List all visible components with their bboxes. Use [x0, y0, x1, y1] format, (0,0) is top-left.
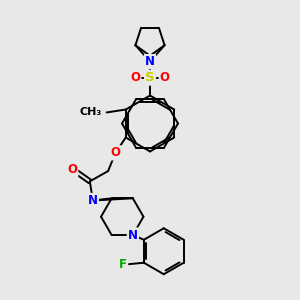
Text: N: N — [88, 194, 98, 207]
Text: CH₃: CH₃ — [80, 107, 102, 118]
Text: O: O — [67, 163, 77, 176]
Text: O: O — [160, 71, 170, 84]
Text: N: N — [145, 55, 155, 68]
Text: O: O — [110, 146, 121, 159]
Text: S: S — [145, 71, 155, 84]
Text: O: O — [130, 71, 140, 84]
Text: N: N — [128, 229, 138, 242]
Text: F: F — [119, 258, 127, 271]
